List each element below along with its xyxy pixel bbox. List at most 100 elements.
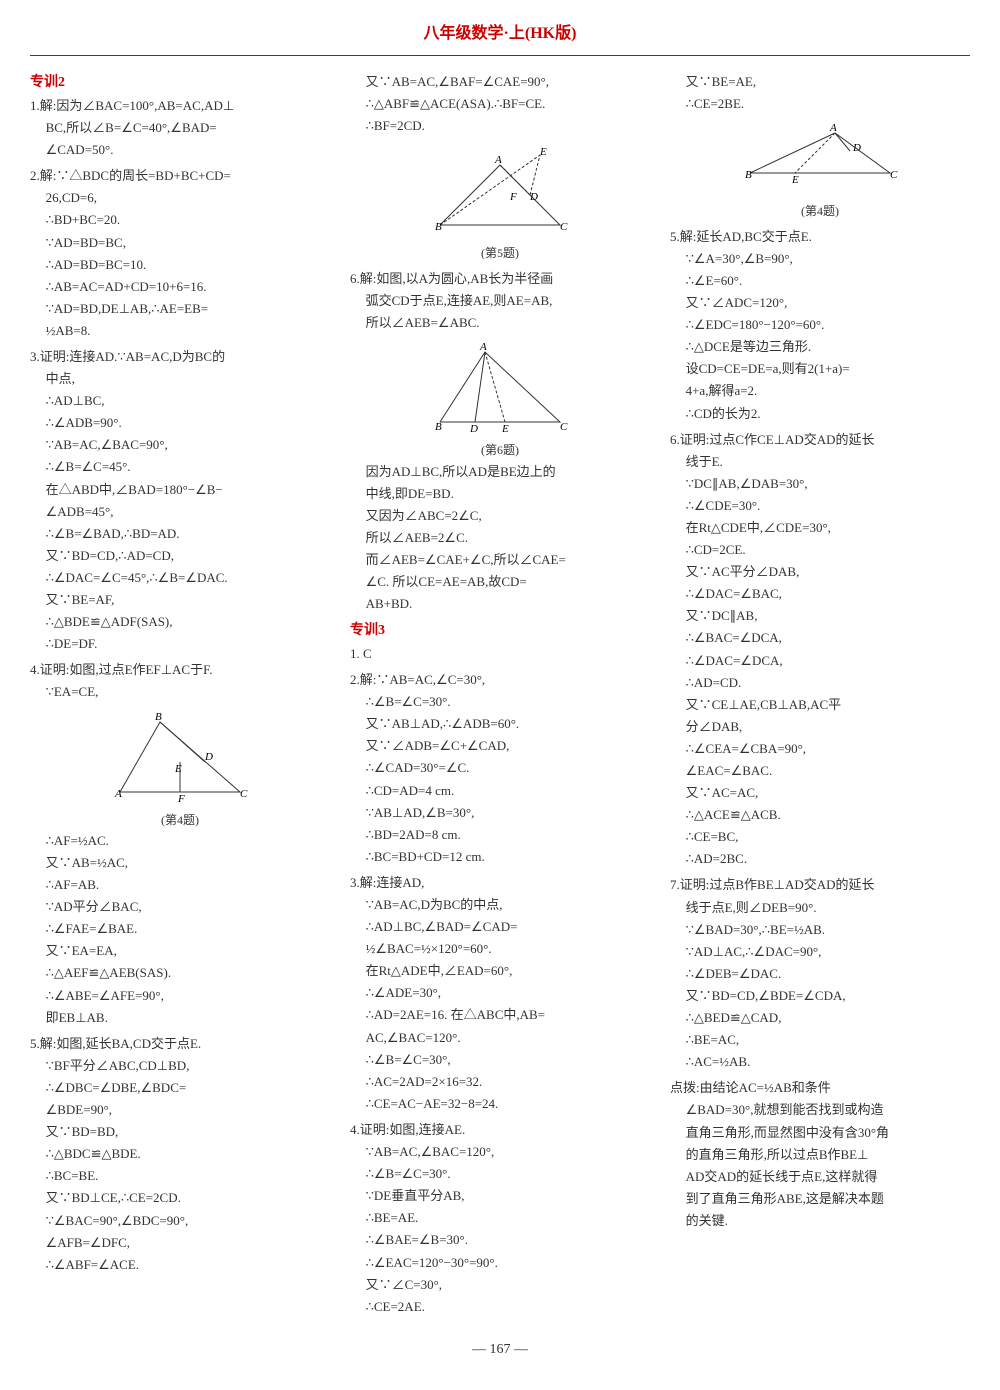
text: 在△ABD中,∠BAD=180°−∠B−: [30, 479, 330, 501]
text: ∴BC=BE.: [30, 1165, 330, 1187]
text: 又∵CE⊥AE,CB⊥AB,AC平: [670, 694, 970, 716]
text: ∵AD=BD=BC,: [30, 232, 330, 254]
text: 的直角三角形,所以过点B作BE⊥: [670, 1144, 970, 1166]
text: 所以∠AEB=∠ABC.: [350, 312, 650, 334]
svg-text:E: E: [174, 763, 182, 775]
zx3-problem-4-cont: 又∵BE=AE, ∴CE=2BE. A D B E C (第4题): [670, 71, 970, 222]
text: ∴△BDC≌△BDE.: [30, 1143, 330, 1165]
text: ∴∠FAE=∠BAE.: [30, 918, 330, 940]
text: ½∠BAC=½×120°=60°.: [350, 938, 650, 960]
text: 4.证明:如图,过点E作EF⊥AC于F.: [30, 659, 330, 681]
svg-text:B: B: [745, 169, 752, 181]
text: ∴∠ADB=90°.: [30, 412, 330, 434]
text: ∴∠ABE=∠AFE=90°,: [30, 985, 330, 1007]
text: ∴BC=BD+CD=12 cm.: [350, 846, 650, 868]
svg-text:D: D: [469, 423, 478, 432]
svg-text:F: F: [509, 191, 517, 203]
triangle-diagram-icon: B A C D E F: [110, 712, 250, 802]
text: ∴∠BAE=∠B=30°.: [350, 1229, 650, 1251]
text: 而∠AEB=∠CAE+∠C,所以∠CAE=: [350, 549, 650, 571]
text: ∵DC∥AB,∠DAB=30°,: [670, 473, 970, 495]
text: 3.证明:连接AD.∵AB=AC,D为BC的: [30, 346, 330, 368]
zx3-problem-3: 3.解:连接AD, ∵AB=AC,D为BC的中点, ∴AD⊥BC,∠BAD=∠C…: [350, 872, 650, 1115]
figure-4c-triangle: A D B E C: [670, 123, 970, 193]
text: AD交AD的延长线于点E,这样就得: [670, 1166, 970, 1188]
triangle-diagram-icon: A D B E C: [740, 123, 900, 193]
text: ∵AB=AC,D为BC的中点,: [350, 894, 650, 916]
text: 5.解:如图,延长BA,CD交于点E.: [30, 1033, 330, 1055]
page-footer: — 167 —: [30, 1338, 970, 1362]
text: 又∵AB=AC,∠BAF=∠CAE=90°,: [350, 71, 650, 93]
text: ∠CAD=50°.: [30, 139, 330, 161]
text: ∵AD⊥AC,∴∠DAC=90°,: [670, 941, 970, 963]
text: 在Rt△CDE中,∠CDE=30°,: [670, 517, 970, 539]
svg-text:A: A: [494, 154, 502, 166]
text: ∵AB=AC,∠BAC=120°,: [350, 1141, 650, 1163]
text: 在Rt△ADE中,∠EAD=60°,: [350, 960, 650, 982]
svg-text:F: F: [177, 793, 185, 802]
text: 直角三角形,而显然图中没有含30°角: [670, 1122, 970, 1144]
text: 5.解:延长AD,BC交于点E.: [670, 226, 970, 248]
text: ∴DE=DF.: [30, 633, 330, 655]
svg-text:B: B: [155, 712, 162, 723]
problem-6: 6.解:如图,以A为圆心,AB长为半径画 弧交CD于点E,连接AE,则AE=AB…: [350, 268, 650, 615]
text: ∵BF平分∠ABC,CD⊥BD,: [30, 1055, 330, 1077]
text: ∴∠EDC=180°−120°=60°.: [670, 314, 970, 336]
text: 又∵BD=CD,∴AD=CD,: [30, 545, 330, 567]
problem-2: 2.解:∵△BDC的周长=BD+BC+CD= 26,CD=6, ∴BD+BC=2…: [30, 165, 330, 342]
text: 的关键.: [670, 1210, 970, 1232]
figure-6-label: (第6题): [350, 440, 650, 460]
svg-text:C: C: [890, 169, 898, 181]
svg-text:B: B: [435, 421, 442, 432]
text: ∵EA=CE,: [30, 681, 330, 703]
text: ∴AD=2AE=16. 在△ABC中,AB=: [350, 1004, 650, 1026]
text: ∴AD=CD.: [670, 672, 970, 694]
problem-5: 5.解:如图,延长BA,CD交于点E. ∵BF平分∠ABC,CD⊥BD, ∴∠D…: [30, 1033, 330, 1276]
text: 又∵AC=AC,: [670, 782, 970, 804]
text: ∴∠B=∠BAD,∴BD=AD.: [30, 523, 330, 545]
text: ∴∠EAC=120°−30°=90°.: [350, 1252, 650, 1274]
text: ∴∠ADE=30°,: [350, 982, 650, 1004]
svg-text:A: A: [479, 342, 487, 353]
text: ∴CD=AD=4 cm.: [350, 780, 650, 802]
text: AC,∠BAC=120°.: [350, 1027, 650, 1049]
zx3-problem-4: 4.证明:如图,连接AE. ∵AB=AC,∠BAC=120°, ∴∠B=∠C=3…: [350, 1119, 650, 1318]
text: 点拨:由结论AC=½AB和条件: [670, 1077, 970, 1099]
text: 线于点E,则∠DEB=90°.: [670, 897, 970, 919]
zx3-problem-2: 2.解:∵AB=AC,∠C=30°, ∴∠B=∠C=30°. 又∵AB⊥AD,∴…: [350, 669, 650, 868]
svg-text:C: C: [240, 788, 248, 800]
text: 所以∠AEB=2∠C.: [350, 527, 650, 549]
svg-text:A: A: [829, 123, 837, 134]
text: ∠ADB=45°,: [30, 501, 330, 523]
text: ∴AF=½AC.: [30, 830, 330, 852]
text: ∴BD=2AD=8 cm.: [350, 824, 650, 846]
problem-5-cont: 又∵AB=AC,∠BAF=∠CAE=90°, ∴△ABF≌△ACE(ASA).∴…: [350, 71, 650, 264]
text: ∵AD平分∠BAC,: [30, 896, 330, 918]
svg-text:E: E: [539, 146, 547, 158]
svg-text:C: C: [560, 421, 568, 432]
text: ∴CE=AC−AE=32−8=24.: [350, 1093, 650, 1115]
figure-6-triangle: A B D E C: [350, 342, 650, 432]
svg-text:D: D: [204, 751, 213, 763]
text: 又因为∠ABC=2∠C,: [350, 505, 650, 527]
text: ∠BAD=30°,就想到能否找到或构造: [670, 1099, 970, 1121]
content-area: 专训2 1.解:因为∠BAC=100°,AB=AC,AD⊥ BC,所以∠B=∠C…: [30, 71, 970, 1318]
text: ∴BD+BC=20.: [30, 209, 330, 231]
text: 又∵BE=AE,: [670, 71, 970, 93]
problem-1: 1.解:因为∠BAC=100°,AB=AC,AD⊥ BC,所以∠B=∠C=40°…: [30, 95, 330, 161]
text: ∵∠BAD=30°,∴BE=½AB.: [670, 919, 970, 941]
text: 又∵∠ADB=∠C+∠CAD,: [350, 735, 650, 757]
text: ∴∠CEA=∠CBA=90°,: [670, 738, 970, 760]
text: ∴BF=2CD.: [350, 115, 650, 137]
text: 4.证明:如图,连接AE.: [350, 1119, 650, 1141]
text: 到了直角三角形ABE,这是解决本题: [670, 1188, 970, 1210]
text: ∴CD的长为2.: [670, 403, 970, 425]
figure-5-label: (第5题): [350, 243, 650, 263]
text: ∴△BED≌△CAD,: [670, 1007, 970, 1029]
text: 1.解:因为∠BAC=100°,AB=AC,AD⊥: [30, 95, 330, 117]
text: 1. C: [350, 643, 650, 665]
text: ∵∠BAC=90°,∠BDC=90°,: [30, 1210, 330, 1232]
figure-5-triangle: A E B C F D: [350, 145, 650, 235]
text: ∴△AEF≌△AEB(SAS).: [30, 962, 330, 984]
svg-text:E: E: [791, 174, 799, 186]
